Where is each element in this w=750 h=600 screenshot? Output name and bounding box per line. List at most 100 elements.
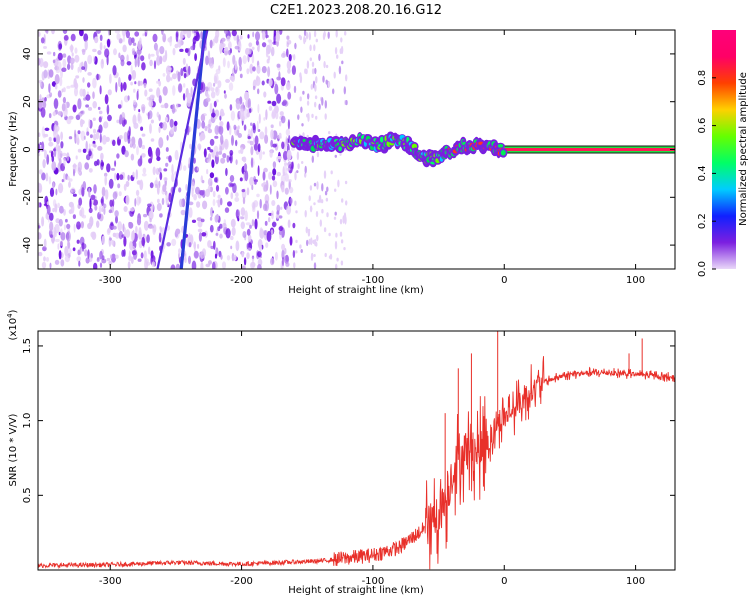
sparse-cell <box>325 79 328 85</box>
noise-cell <box>203 148 207 158</box>
noise-cell <box>209 172 215 179</box>
noise-cell <box>133 88 136 93</box>
noise-cell <box>166 242 171 247</box>
sparse-cell <box>315 38 318 43</box>
noise-cell <box>285 262 290 267</box>
noise-cell <box>288 179 292 183</box>
sparse-cell <box>324 190 328 196</box>
y-tick-label: 20 <box>22 95 33 108</box>
noise-cell <box>100 159 104 171</box>
noise-cell <box>38 31 41 37</box>
noise-cell <box>114 30 120 34</box>
noise-cell <box>76 239 80 244</box>
noise-cell <box>40 37 45 44</box>
noise-cell <box>109 237 112 241</box>
sparse-cell <box>309 207 313 211</box>
noise-cell <box>226 35 231 42</box>
noise-cell <box>205 97 211 103</box>
noise-cell <box>54 74 60 85</box>
noise-cell <box>68 181 71 188</box>
noise-cell <box>81 243 87 250</box>
noise-cell <box>52 59 56 64</box>
noise-cell <box>278 226 283 232</box>
noise-cell <box>125 194 130 206</box>
noise-cell <box>38 225 41 229</box>
noise-cell <box>132 50 137 56</box>
noise-cell <box>159 213 163 218</box>
noise-cell <box>238 215 241 219</box>
noise-cell <box>228 82 234 91</box>
noise-cell <box>270 139 274 148</box>
noise-cell <box>251 53 255 64</box>
noise-cell <box>141 173 147 177</box>
noise-cell <box>110 221 114 226</box>
sparse-cell <box>304 172 307 178</box>
noise-cell <box>188 65 191 76</box>
noise-cell <box>48 113 52 119</box>
noise-cell <box>247 47 252 55</box>
sparse-cell <box>336 257 339 262</box>
noise-cell <box>57 52 63 61</box>
noise-cell <box>97 106 101 110</box>
x-tick-label: -200 <box>230 275 253 286</box>
noise-cell <box>89 134 93 139</box>
noise-cell <box>289 197 293 204</box>
snr-frame <box>37 330 676 571</box>
sparse-cell <box>315 76 318 84</box>
noise-cell <box>261 42 267 48</box>
noise-cell <box>243 163 248 172</box>
noise-cell <box>79 209 83 217</box>
sparse-cell <box>334 188 337 192</box>
noise-cell <box>249 140 254 146</box>
noise-cell <box>207 240 212 248</box>
noise-cell <box>39 81 42 87</box>
noise-cell <box>54 203 58 213</box>
noise-cell <box>193 157 196 164</box>
noise-cell <box>46 51 52 55</box>
noise-cell <box>66 117 72 125</box>
noise-cell <box>288 135 291 144</box>
noise-cell <box>199 134 203 142</box>
noise-cell <box>144 32 147 37</box>
noise-cell <box>251 46 255 50</box>
noise-cell <box>242 55 247 65</box>
sparse-cell <box>299 74 303 84</box>
noise-cell <box>114 254 119 259</box>
noise-cell <box>116 33 121 41</box>
noise-cell <box>281 184 285 193</box>
noise-cell <box>261 80 265 86</box>
noise-cell <box>78 197 83 206</box>
noise-cell <box>145 261 151 266</box>
noise-cell <box>107 114 112 122</box>
noise-cell <box>106 257 111 262</box>
noise-cell <box>209 138 215 146</box>
noise-cell <box>174 43 179 49</box>
noise-cell <box>156 87 161 98</box>
noise-cell <box>247 234 252 242</box>
sparse-cell <box>304 165 307 174</box>
noise-cell <box>270 129 274 140</box>
spectrogram-x-axis-label: Height of straight line (km) <box>288 285 424 296</box>
sparse-cell <box>332 88 335 95</box>
sparse-cell <box>301 161 304 164</box>
noise-cell <box>234 45 240 50</box>
noise-cell <box>156 80 160 84</box>
noise-cell <box>262 151 265 155</box>
noise-cell <box>143 82 147 89</box>
noise-cell <box>140 252 144 259</box>
sparse-cell <box>303 35 306 45</box>
sparse-cell <box>304 68 307 74</box>
sparse-cell <box>340 45 344 55</box>
noise-cell <box>100 152 104 161</box>
sparse-cell <box>294 171 297 181</box>
noise-cell <box>114 172 117 181</box>
sparse-cell <box>306 134 309 139</box>
noise-cell <box>44 149 47 159</box>
noise-cell <box>134 57 137 68</box>
noise-cell <box>148 100 154 108</box>
noise-cell <box>92 117 96 121</box>
noise-cell <box>284 187 289 195</box>
noise-cell <box>143 250 147 260</box>
noise-cell <box>278 230 283 236</box>
noise-cell <box>71 52 74 57</box>
